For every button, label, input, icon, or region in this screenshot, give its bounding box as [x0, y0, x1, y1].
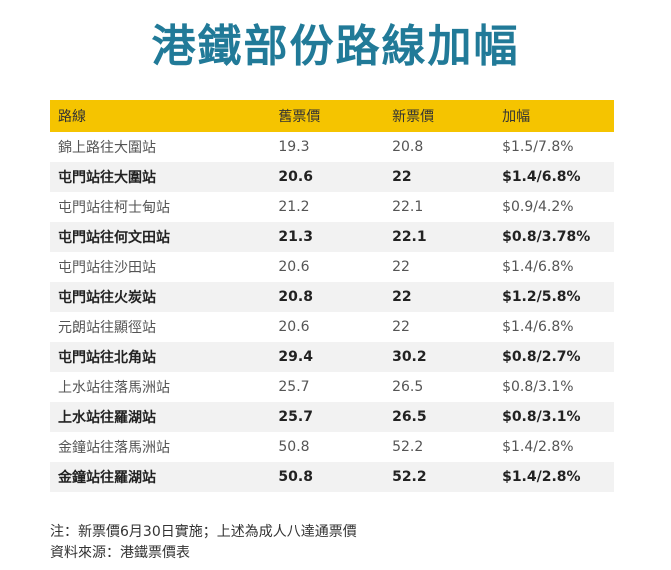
route-cell: 上水站往羅湖站: [50, 402, 271, 432]
increase-cell: $1.4/2.8%: [494, 432, 614, 462]
route-cell: 錦上路往大圍站: [50, 132, 271, 162]
table-row: 金鐘站往落馬洲站 50.8 52.2 $1.4/2.8%: [50, 432, 614, 462]
column-header-new-fare: 新票價: [384, 100, 495, 132]
old-fare-cell: 19.3: [270, 132, 385, 162]
route-cell: 屯門站往沙田站: [50, 252, 271, 282]
new-fare-cell: 22.1: [384, 222, 495, 252]
increase-cell: $1.5/7.8%: [494, 132, 614, 162]
table-row: 錦上路往大圍站 19.3 20.8 $1.5/7.8%: [50, 132, 614, 162]
new-fare-cell: 26.5: [384, 372, 495, 402]
table-header-row: 路線 舊票價 新票價 加幅: [50, 100, 614, 132]
increase-cell: $0.8/2.7%: [494, 342, 614, 372]
new-fare-cell: 22: [384, 252, 495, 282]
footnote-source: 資料來源：港鐵票價表: [50, 545, 190, 561]
table-row: 元朗站往顯徑站 20.6 22 $1.4/6.8%: [50, 312, 614, 342]
page-title: 港鐵部份路線加幅: [151, 21, 520, 72]
route-cell: 屯門站往火炭站: [50, 282, 271, 312]
old-fare-cell: 21.3: [270, 222, 385, 252]
table-row: 屯門站往沙田站 20.6 22 $1.4/6.8%: [50, 252, 614, 282]
column-header-old-fare: 舊票價: [270, 100, 385, 132]
fare-table: 路線 舊票價 新票價 加幅 錦上路往大圍站 19.3 20.8 $1.5/7.8% 屯門…: [50, 100, 614, 492]
route-cell: 元朗站往顯徑站: [50, 312, 271, 342]
old-fare-cell: 29.4: [270, 342, 385, 372]
new-fare-cell: 26.5: [384, 402, 495, 432]
increase-cell: $1.4/6.8%: [494, 162, 614, 192]
increase-cell: $0.8/3.1%: [494, 372, 614, 402]
old-fare-cell: 21.2: [270, 192, 385, 222]
table-row: 上水站往羅湖站 25.7 26.5 $0.8/3.1%: [50, 402, 614, 432]
new-fare-cell: 20.8: [384, 132, 495, 162]
new-fare-cell: 22: [384, 312, 495, 342]
column-header-route: 路線: [50, 100, 271, 132]
increase-cell: $1.4/2.8%: [494, 462, 614, 492]
new-fare-cell: 52.2: [384, 432, 495, 462]
footnotes: 注：新票價6月30日實施；上述為成人八達通票價 資料來源：港鐵票價表: [50, 522, 357, 564]
column-header-increase: 加幅: [494, 100, 614, 132]
old-fare-cell: 20.8: [270, 282, 385, 312]
increase-cell: $0.8/3.78%: [494, 222, 614, 252]
old-fare-cell: 50.8: [270, 432, 385, 462]
new-fare-cell: 30.2: [384, 342, 495, 372]
increase-cell: $1.2/5.8%: [494, 282, 614, 312]
increase-cell: $0.8/3.1%: [494, 402, 614, 432]
table-body: 錦上路往大圍站 19.3 20.8 $1.5/7.8% 屯門站往大圍站 20.6 22 $1.…: [50, 132, 614, 492]
table-row: 金鐘站往羅湖站 50.8 52.2 $1.4/2.8%: [50, 462, 614, 492]
old-fare-cell: 25.7: [270, 402, 385, 432]
table-row: 屯門站往大圍站 20.6 22 $1.4/6.8%: [50, 162, 614, 192]
table-row: 屯門站往柯士甸站 21.2 22.1 $0.9/4.2%: [50, 192, 614, 222]
old-fare-cell: 25.7: [270, 372, 385, 402]
increase-cell: $0.9/4.2%: [494, 192, 614, 222]
new-fare-cell: 22.1: [384, 192, 495, 222]
table-row: 上水站往落馬洲站 25.7 26.5 $0.8/3.1%: [50, 372, 614, 402]
route-cell: 屯門站往柯士甸站: [50, 192, 271, 222]
new-fare-cell: 22: [384, 282, 495, 312]
old-fare-cell: 20.6: [270, 312, 385, 342]
increase-cell: $1.4/6.8%: [494, 312, 614, 342]
old-fare-cell: 20.6: [270, 162, 385, 192]
new-fare-cell: 52.2: [384, 462, 495, 492]
table-row: 屯門站往何文田站 21.3 22.1 $0.8/3.78%: [50, 222, 614, 252]
increase-cell: $1.4/6.8%: [494, 252, 614, 282]
route-cell: 金鐘站往落馬洲站: [50, 432, 271, 462]
route-cell: 屯門站往何文田站: [50, 222, 271, 252]
route-cell: 金鐘站往羅湖站: [50, 462, 271, 492]
old-fare-cell: 50.8: [270, 462, 385, 492]
table-row: 屯門站往火炭站 20.8 22 $1.2/5.8%: [50, 282, 614, 312]
route-cell: 屯門站往大圍站: [50, 162, 271, 192]
new-fare-cell: 22: [384, 162, 495, 192]
route-cell: 上水站往落馬洲站: [50, 372, 271, 402]
table-row: 屯門站往北角站 29.4 30.2 $0.8/2.7%: [50, 342, 614, 372]
footnote-effective-date: 注：新票價6月30日實施；上述為成人八達通票價: [50, 524, 357, 540]
old-fare-cell: 20.6: [270, 252, 385, 282]
route-cell: 屯門站往北角站: [50, 342, 271, 372]
